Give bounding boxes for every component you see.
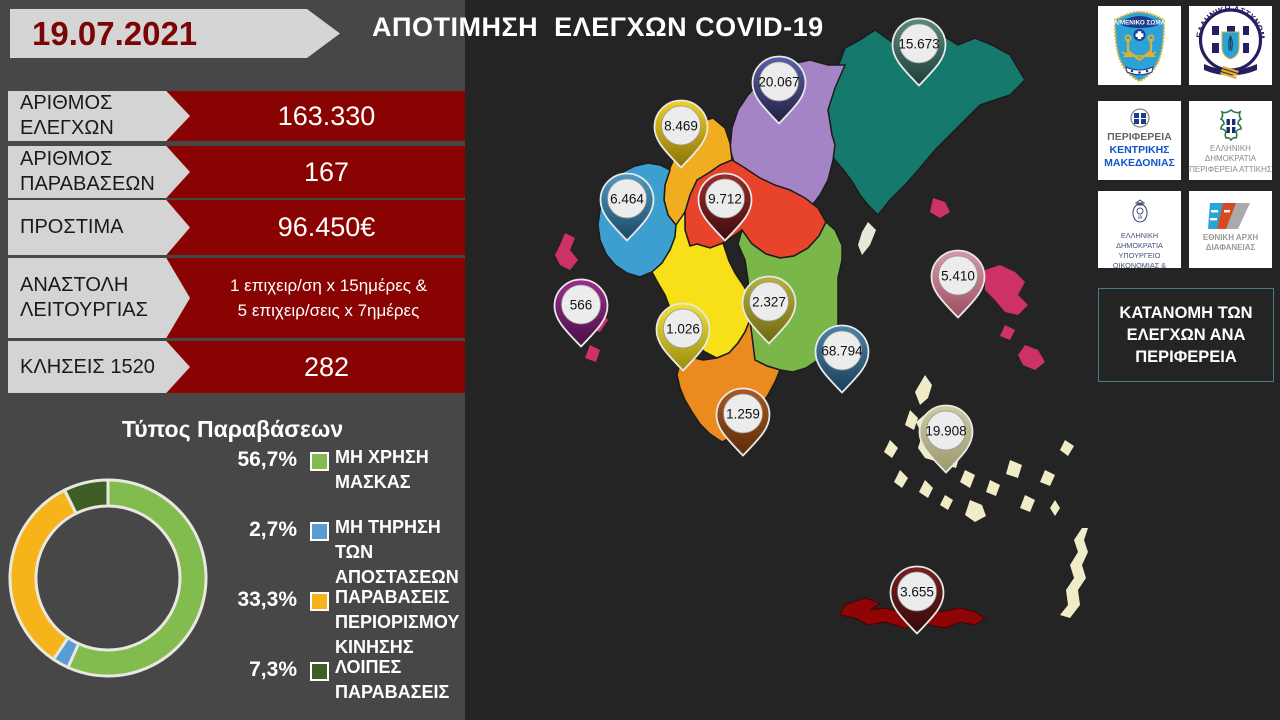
svg-text:3.655: 3.655 xyxy=(900,585,934,600)
svg-text:ΛΙΜΕΝΙΚΟ ΣΩΜΑ: ΛΙΜΕΝΙΚΟ ΣΩΜΑ xyxy=(1114,20,1166,27)
svg-text:15.673: 15.673 xyxy=(898,37,939,52)
svg-text:9.712: 9.712 xyxy=(708,192,742,207)
svg-text:566: 566 xyxy=(570,298,593,313)
svg-text:20.067: 20.067 xyxy=(758,75,799,90)
svg-text:5.410: 5.410 xyxy=(941,269,975,284)
svg-text:68.794: 68.794 xyxy=(821,344,863,359)
svg-text:ΙΑ: ΙΑ xyxy=(1137,215,1142,221)
svg-text:1.259: 1.259 xyxy=(726,407,760,422)
svg-text:2.327: 2.327 xyxy=(752,295,786,310)
svg-text:8.469: 8.469 xyxy=(664,119,698,134)
svg-text:1.026: 1.026 xyxy=(666,322,700,337)
svg-text:19.908: 19.908 xyxy=(925,424,966,439)
svg-text:6.464: 6.464 xyxy=(610,192,644,207)
